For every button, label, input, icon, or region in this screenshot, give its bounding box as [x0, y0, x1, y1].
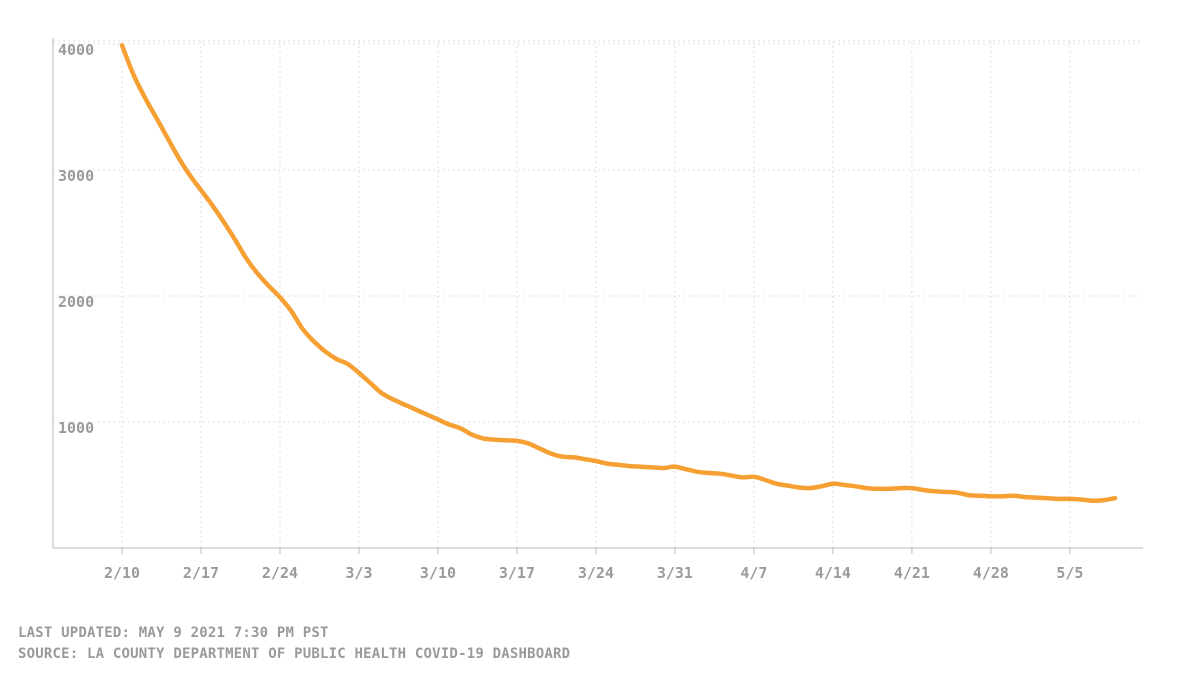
x-tick-label: 3/24 — [578, 564, 614, 582]
y-tick-label: 2000 — [58, 293, 94, 311]
x-tick-label: 3/10 — [420, 564, 456, 582]
x-tick-label: 4/28 — [973, 564, 1009, 582]
x-tick-label: 4/7 — [740, 564, 767, 582]
x-tick-label: 4/21 — [894, 564, 930, 582]
x-tick-label: 2/10 — [104, 564, 140, 582]
line-chart: 1000 2000 3000 4000 2/10 2/17 2/24 3/3 3/10 3/17… — [52, 38, 1143, 582]
last-updated-text: LAST UPDATED: MAY 9 2021 7:30 PM PST — [18, 625, 329, 641]
x-tick-label: 4/14 — [815, 564, 851, 582]
x-tick-labels: 2/10 2/17 2/24 3/3 3/10 3/17 3/24 3/31 4/7 4/14 4/… — [104, 564, 1083, 582]
series-line — [119, 43, 1118, 504]
y-tick-label: 3000 — [58, 167, 94, 185]
series-layer — [119, 43, 1118, 504]
y-tick-label: 1000 — [58, 419, 94, 437]
gridlines — [53, 40, 1143, 548]
x-tick-label: 2/17 — [183, 564, 219, 582]
x-tick-label: 3/17 — [499, 564, 535, 582]
y-tick-label: 4000 — [58, 41, 94, 59]
x-tick-label: 2/24 — [262, 564, 298, 582]
source-text: SOURCE: LA COUNTY DEPARTMENT OF PUBLIC H… — [18, 646, 571, 662]
chart-footer: LAST UPDATED: MAY 9 2021 7:30 PM PST SOU… — [18, 623, 570, 665]
y-tick-labels: 1000 2000 3000 4000 — [58, 41, 94, 437]
x-tick-label: 5/5 — [1056, 564, 1083, 582]
x-tick-label: 3/3 — [345, 564, 372, 582]
x-tick-label: 3/31 — [657, 564, 693, 582]
axes — [52, 38, 1143, 554]
